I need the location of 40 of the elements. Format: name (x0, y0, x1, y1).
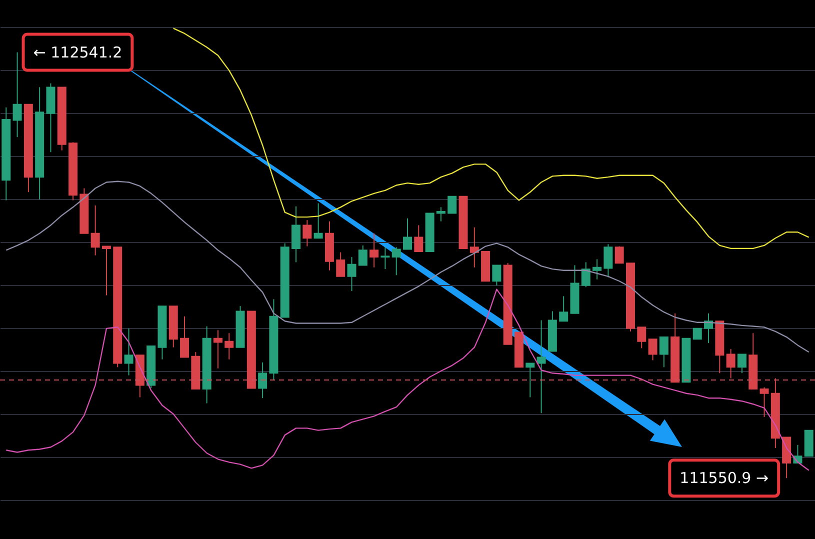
candlestick (403, 218, 412, 250)
candlestick (648, 338, 658, 361)
candlestick (704, 312, 714, 344)
candlestick (581, 262, 590, 288)
candlestick (302, 220, 312, 247)
candlestick (224, 332, 234, 360)
candlestick (659, 336, 668, 368)
candlestick (90, 204, 100, 256)
candlestick (737, 354, 746, 374)
candlestick (392, 246, 401, 276)
candlestick (559, 296, 568, 322)
annotation: ← 112541.2 (33, 43, 122, 62)
candlestick (614, 246, 624, 264)
candlestick (592, 258, 602, 280)
candlestick (414, 224, 424, 252)
candlestick (314, 202, 323, 239)
candlestick (760, 386, 769, 418)
candlestick (380, 246, 390, 270)
candlestick (448, 196, 457, 214)
candlestick (604, 244, 613, 278)
candlestick (102, 246, 111, 296)
candlestick (258, 362, 268, 399)
candlestick (180, 316, 190, 358)
candlestick (292, 206, 301, 263)
candlestick (213, 330, 222, 369)
annotation: 111550.9 → (680, 469, 769, 488)
candlestick (526, 362, 535, 398)
candlestick (692, 328, 702, 340)
candlestick (336, 252, 346, 277)
candlestick (436, 206, 446, 222)
candlestick (536, 320, 546, 414)
candlestick (637, 326, 646, 349)
candlestick (492, 264, 502, 286)
candlestick (470, 226, 479, 268)
candlestick (726, 348, 736, 379)
candlestick (124, 328, 134, 376)
candlestick (370, 232, 379, 268)
candlestick (347, 256, 356, 292)
candlestick (358, 244, 368, 266)
candlestick (12, 52, 22, 138)
